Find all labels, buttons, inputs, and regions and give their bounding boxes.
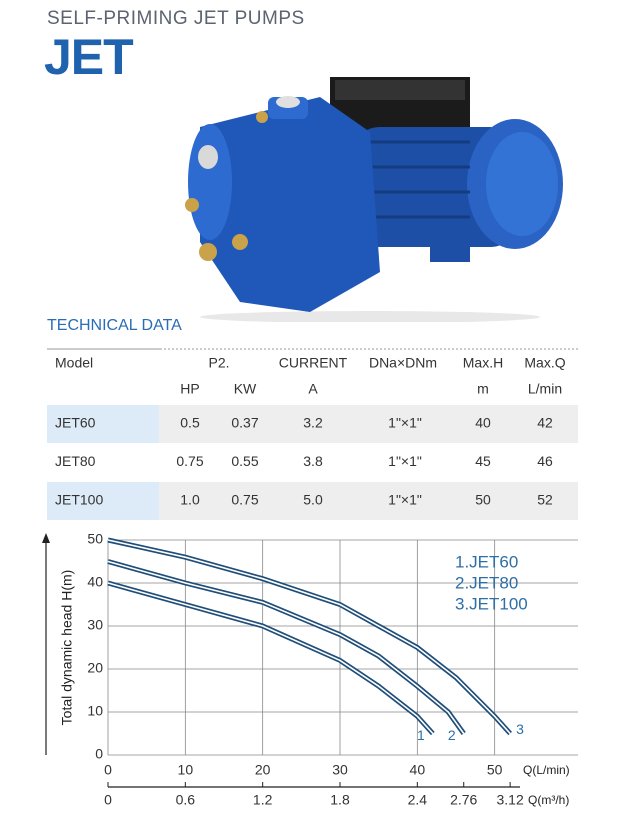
y-tick-label: 50 [87,531,103,547]
y-tick-label: 30 [87,617,103,633]
table-cell: 50 [475,492,491,508]
legend-entry: 2.JET80 [455,573,518,592]
pump-curve-core [107,539,511,735]
x-tick-label: 0 [104,762,112,778]
table-cell: JET100 [55,492,103,508]
table-cell: 3.8 [303,453,323,469]
x2-tick-label: 2.76 [450,792,477,808]
y-tick-label: 40 [87,574,103,590]
legend-entry: 3.JET100 [455,594,528,613]
table-cell: 0.75 [231,492,258,508]
row-bg [47,482,159,520]
x-tick-label: 30 [332,762,348,778]
table-cell: 45 [475,453,491,469]
row-bg [47,405,159,443]
table-cell: 3.2 [303,415,323,431]
table-cell: 1"×1" [388,415,422,431]
x2-tick-label: 0 [104,792,112,808]
table-cell: 40 [475,415,491,431]
y-tick-label: 20 [87,660,103,676]
spec-table: Model P2. CURRENT DNa×DNm Max.H Max.Q HP… [47,348,578,520]
curve-label: 2 [448,727,456,743]
table-cell: JET80 [55,453,96,469]
table-cell: 0.5 [180,415,200,431]
section-title: TECHNICAL DATA [47,317,182,334]
x2-tick-label: 3.12 [497,792,524,808]
table-cell: 1"×1" [388,492,422,508]
table-cell: 0.55 [231,453,258,469]
header-unit: KW [234,381,257,397]
x-tick-label: 10 [178,762,194,778]
y-axis-arrow [42,533,50,543]
y-tick-label: 10 [87,703,103,719]
subtitle: SELF-PRIMING JET PUMPS [47,8,305,29]
header-cell: CURRENT [279,355,348,371]
x2-tick-label: 2.4 [408,792,428,808]
header-unit: L/min [528,381,562,397]
header-cell: Model [55,355,93,371]
pump-curve-core [107,582,434,735]
curve-label: 1 [417,727,425,743]
table-cell: 5.0 [303,492,323,508]
header-cell: Max.H [463,355,503,371]
x-axis-label: Q(L/min) [523,763,570,777]
pump-image [185,77,563,322]
table-cell: 42 [537,415,553,431]
header-cell: Max.Q [524,355,565,371]
table-cell: 52 [537,492,553,508]
x2-tick-label: 1.8 [330,792,350,808]
table-cell: 0.75 [176,453,203,469]
pump-curve-core [107,560,465,734]
x2-tick-label: 0.6 [176,792,196,808]
header-unit: m [477,381,489,397]
pump-curve [107,537,512,736]
y-axis-label: Total dynamic head H(m) [59,570,75,726]
header-cell: DNa×DNm [369,355,437,371]
table-cell: 1"×1" [388,453,422,469]
x-tick-label: 40 [410,762,426,778]
table-cell: 46 [537,453,553,469]
legend-entry: 1.JET60 [455,552,518,571]
table-cell: JET60 [55,415,96,431]
x2-tick-label: 1.2 [253,792,273,808]
table-cell: 0.37 [231,415,258,431]
header-unit: A [308,381,318,397]
y-tick-label: 0 [95,746,103,762]
header-unit: HP [180,381,199,397]
x-tick-label: 20 [255,762,271,778]
curve-label: 3 [516,721,524,737]
x2-axis-label: Q(m³/h) [528,793,569,807]
header-cell: P2. [208,355,229,371]
title: JET [44,29,134,85]
x-tick-label: 50 [487,762,503,778]
table-cell: 1.0 [180,492,200,508]
